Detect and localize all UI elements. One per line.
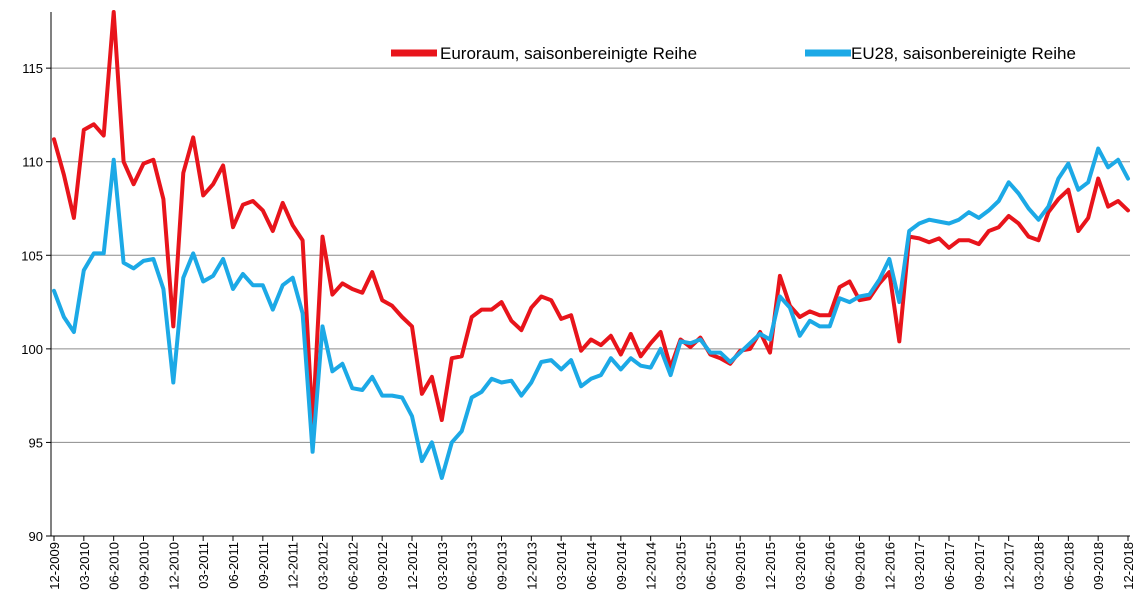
x-tick-label: 03-2018: [1032, 542, 1047, 590]
x-tick-label: 12-2013: [524, 542, 539, 590]
x-tick-label: 09-2016: [853, 542, 868, 590]
x-tick-label: 09-2018: [1091, 542, 1106, 590]
x-tick-label: 12-2017: [1002, 542, 1017, 590]
y-tick-label: 90: [29, 529, 43, 544]
series-line-eu28: [52, 146, 1130, 480]
x-tick-label: 03-2015: [674, 542, 689, 590]
x-tick-label: 12-2011: [286, 542, 301, 589]
x-tick-label: 09-2010: [137, 542, 152, 590]
y-tick-label: 105: [21, 248, 43, 263]
x-tick-label: 12-2010: [166, 542, 181, 590]
x-tick-label: 03-2012: [316, 542, 331, 590]
x-tick-label: 06-2016: [823, 542, 838, 590]
y-tick-label: 95: [29, 435, 43, 450]
x-tick-label: 03-2011: [196, 542, 211, 589]
x-tick-label: 12-2014: [644, 542, 659, 590]
series-line-euroraum: [52, 10, 1130, 428]
y-tick-label: 115: [22, 61, 43, 76]
x-tick-label: 03-2016: [793, 542, 808, 590]
legend: Euroraum, saisonbereinigte Reihe EU28, s…: [391, 44, 1076, 63]
x-tick-label: 03-2010: [77, 542, 92, 590]
x-tick-label: 09-2014: [614, 542, 629, 590]
x-tick-label: 06-2010: [107, 542, 122, 590]
x-tick-label: 12-2016: [882, 542, 897, 590]
x-tick-label: 09-2015: [733, 542, 748, 590]
x-tick-label: 06-2017: [942, 542, 957, 590]
x-tick-label: 06-2011: [226, 542, 241, 589]
x-tick-label: 06-2012: [345, 542, 360, 590]
x-tick-label: 06-2015: [703, 542, 718, 590]
legend-label-euroraum: Euroraum, saisonbereinigte Reihe: [440, 44, 697, 63]
series-lines: [52, 10, 1130, 480]
x-tick-label: 09-2013: [495, 542, 510, 590]
x-tick-label: 03-2017: [912, 542, 927, 590]
x-tick-label: 03-2013: [435, 542, 450, 590]
x-tick-label: 12-2009: [47, 542, 62, 590]
x-tick-label: 06-2014: [584, 542, 599, 590]
x-tick-label: 03-2014: [554, 542, 569, 590]
x-tick-label: 12-2018: [1121, 542, 1136, 590]
y-tick-label: 110: [22, 155, 43, 170]
y-tick-label: 100: [21, 342, 43, 357]
x-tick-label: 12-2012: [405, 542, 420, 590]
x-tick-label: 06-2013: [465, 542, 480, 590]
grid-lines: [51, 67, 1130, 443]
x-tick-label: 06-2018: [1061, 542, 1076, 590]
x-tick-label: 09-2012: [375, 542, 390, 590]
x-tick-label: 12-2015: [763, 542, 778, 590]
x-axis-ticks: 12-2009 03-2010 06-2010 09-2010 12-2010 03-20…: [47, 536, 1136, 590]
legend-label-eu28: EU28, saisonbereinigte Reihe: [851, 44, 1076, 63]
x-tick-label: 09-2011: [256, 542, 271, 589]
x-tick-label: 09-2017: [972, 542, 987, 590]
y-axis-ticks: 90 95 100 105 110 115: [21, 61, 51, 544]
